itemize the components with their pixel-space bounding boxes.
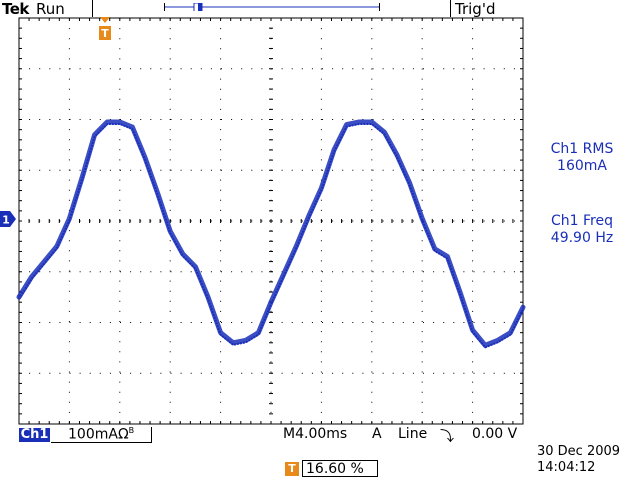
top-divider-right (450, 0, 451, 17)
freq-value: 49.90 Hz (550, 230, 614, 246)
trigger-slope-icon: ⤵ (440, 429, 454, 445)
coupling-icon: Ω (117, 426, 129, 443)
timebase-value: 4.00ms (295, 426, 348, 442)
freq-label: Ch1 Freq (551, 213, 613, 229)
trigger-source: A (372, 426, 382, 442)
graticule (18, 17, 524, 425)
scale-box-outline (51, 427, 152, 443)
trigger-marker-label: T (101, 27, 109, 40)
rms-measurement: Ch1 RMS 160mA (522, 141, 640, 175)
waveform-trace (16, 119, 526, 349)
channel-1-marker[interactable]: 1 (0, 211, 16, 227)
trigger-position-marker[interactable]: T (97, 17, 113, 43)
record-position-indicator (164, 3, 380, 11)
timebase-mode: M (283, 426, 296, 442)
time: 14:04:12 (537, 460, 596, 475)
brand-logo: Tek (2, 0, 29, 18)
channel-1-indicator[interactable]: Ch1 (19, 427, 50, 442)
channel-1-marker-label: 1 (2, 214, 10, 227)
trace-ch1-noise (18, 123, 524, 349)
vertical-scale: 100mAΩB (68, 426, 134, 443)
trigger-position-icon: T (285, 462, 299, 476)
rms-label: Ch1 RMS (550, 141, 614, 157)
trigger-position-readout: 16.60 % (302, 460, 378, 477)
acquisition-status: Run (36, 0, 65, 18)
bandwidth-limit-icon: B (128, 426, 135, 435)
top-divider-left (92, 0, 93, 17)
scale-value: 100mA (68, 426, 118, 443)
trigger-status: Trig'd (455, 0, 496, 18)
trigger-type: Line (398, 426, 428, 442)
frequency-measurement: Ch1 Freq 49.90 Hz (522, 213, 640, 247)
timebase: M4.00ms (283, 426, 347, 442)
trigger-level: 0.00 V (472, 426, 518, 442)
rms-value: 160mA (557, 158, 607, 174)
date: 30 Dec 2009 (537, 444, 621, 459)
